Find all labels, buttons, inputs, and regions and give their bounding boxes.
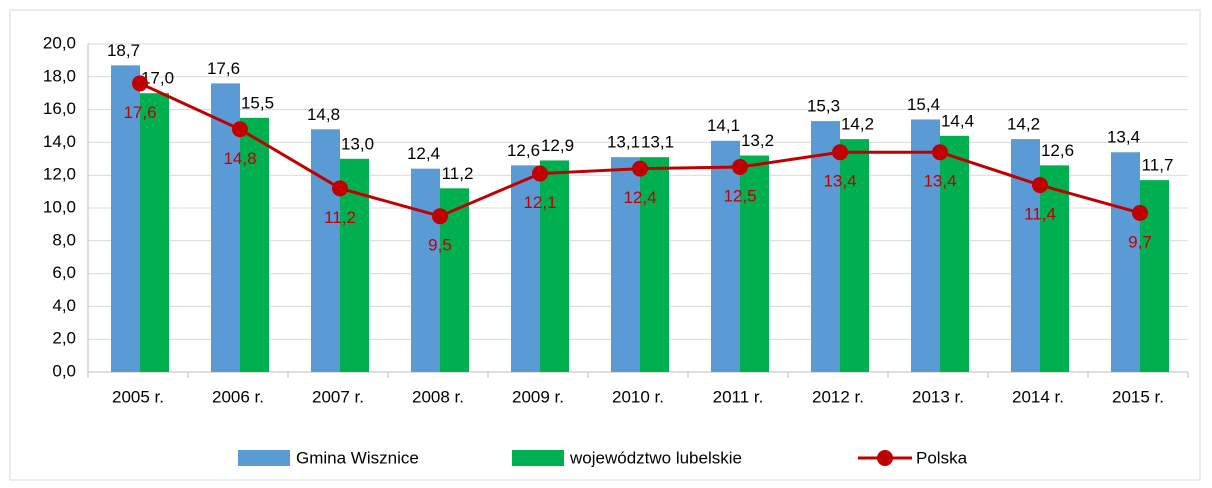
- data-label: 18,7: [107, 41, 140, 60]
- x-tick-label: 2013 r.: [912, 387, 964, 406]
- bar: [640, 157, 669, 372]
- line-point: [932, 144, 948, 161]
- line-point: [1032, 177, 1048, 194]
- legend-swatch: [512, 450, 564, 466]
- data-label: 17,0: [141, 69, 174, 88]
- x-tick-label: 2015 r.: [1112, 387, 1164, 406]
- legend-swatch: [877, 450, 893, 466]
- bar: [111, 65, 140, 372]
- data-label: 15,4: [907, 95, 940, 114]
- data-label: 12,4: [407, 144, 440, 163]
- data-label: 13,1: [607, 133, 640, 152]
- bar: [711, 140, 740, 372]
- line-point: [1132, 204, 1148, 221]
- x-tick-label: 2005 r.: [112, 387, 164, 406]
- bar: [1040, 165, 1069, 372]
- bar: [1011, 139, 1040, 372]
- line-point: [432, 208, 448, 225]
- bar: [311, 129, 340, 372]
- bar: [540, 160, 569, 372]
- data-label: 11,2: [324, 208, 356, 227]
- line-point: [732, 159, 748, 175]
- data-label: 14,8: [223, 149, 256, 168]
- data-label: 12,6: [507, 141, 540, 160]
- bar: [1111, 152, 1140, 372]
- data-label: 11,2: [442, 164, 474, 183]
- line-point: [832, 144, 848, 161]
- x-tick-label: 2006 r.: [212, 387, 264, 406]
- x-tick-label: 2010 r.: [612, 387, 664, 406]
- y-tick-label: 16,0: [43, 99, 76, 118]
- x-tick-label: 2012 r.: [812, 387, 864, 406]
- data-label: 14,8: [307, 105, 340, 124]
- data-label: 12,5: [723, 186, 756, 205]
- data-label: 11,7: [1142, 156, 1174, 175]
- legend-swatch: [238, 450, 290, 466]
- bar: [611, 157, 640, 372]
- line-point: [632, 160, 648, 177]
- bar: [811, 121, 840, 372]
- x-tick-label: 2011 r.: [713, 387, 764, 406]
- y-tick-label: 6,0: [52, 263, 76, 282]
- line-point: [232, 121, 248, 138]
- bar: [411, 168, 440, 372]
- line-point: [132, 75, 148, 92]
- data-label: 15,3: [807, 97, 840, 116]
- y-tick-label: 10,0: [43, 197, 76, 216]
- data-label: 14,4: [941, 111, 974, 130]
- x-tick-label: 2009 r.: [512, 387, 564, 406]
- y-tick-label: 4,0: [52, 296, 76, 315]
- data-label: 9,5: [428, 236, 452, 255]
- data-label: 14,2: [1007, 115, 1040, 134]
- data-label: 12,9: [541, 136, 574, 155]
- chart-frame: [9, 9, 1201, 481]
- y-tick-label: 8,0: [52, 230, 76, 249]
- data-label: 14,2: [841, 115, 874, 134]
- data-label: 13,4: [823, 172, 856, 191]
- bar: [140, 93, 169, 372]
- x-tick-label: 2008 r.: [412, 387, 464, 406]
- bar: [911, 119, 940, 372]
- data-label: 12,4: [623, 188, 656, 207]
- data-label: 17,6: [207, 59, 240, 78]
- y-tick-label: 12,0: [43, 165, 76, 184]
- y-tick-label: 2,0: [52, 329, 76, 348]
- data-label: 9,7: [1128, 232, 1152, 251]
- data-label: 14,1: [707, 116, 740, 135]
- bar: [511, 165, 540, 372]
- x-tick-label: 2007 r.: [312, 387, 364, 406]
- x-tick-label: 2014 r.: [1012, 387, 1064, 406]
- bar: [840, 139, 869, 372]
- data-label: 12,6: [1041, 141, 1074, 160]
- data-label: 17,6: [123, 103, 156, 122]
- data-label: 15,5: [241, 93, 274, 112]
- data-label: 13,2: [741, 131, 774, 150]
- legend-label: Gmina Wisznice: [296, 448, 419, 467]
- y-tick-label: 14,0: [43, 132, 76, 151]
- data-label: 13,4: [1107, 128, 1140, 147]
- y-tick-label: 0,0: [52, 361, 76, 380]
- data-label: 13,1: [641, 133, 674, 152]
- bar: [940, 135, 969, 372]
- data-label: 13,0: [341, 134, 374, 153]
- y-tick-label: 18,0: [43, 66, 76, 85]
- legend-label: województwo lubelskie: [569, 448, 742, 467]
- data-label: 11,4: [1024, 205, 1056, 224]
- data-label: 12,1: [523, 193, 556, 212]
- line-point: [332, 180, 348, 197]
- bar: [240, 117, 269, 372]
- legend-label: Polska: [916, 448, 968, 467]
- data-label: 13,4: [923, 172, 956, 191]
- bar: [740, 155, 769, 372]
- y-tick-label: 20,0: [43, 33, 76, 52]
- line-point: [532, 165, 548, 182]
